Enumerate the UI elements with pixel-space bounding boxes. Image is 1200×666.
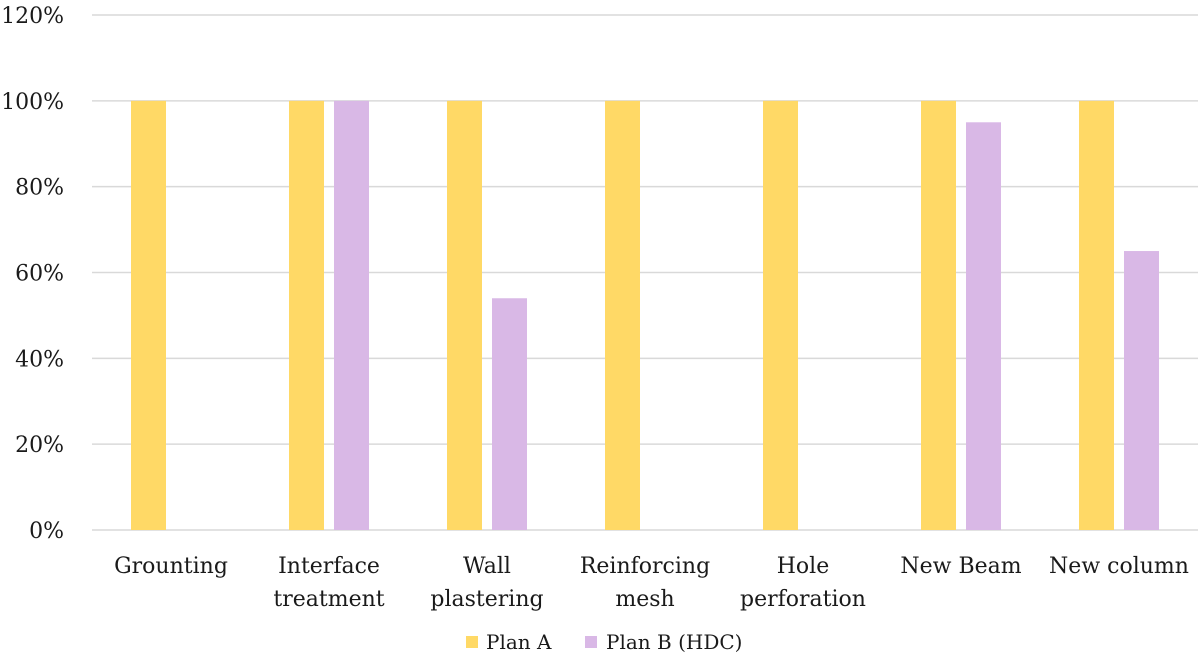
legend-swatch <box>466 636 478 648</box>
x-category-label: Hole perforation <box>740 554 866 612</box>
bar-plan-b <box>1124 251 1159 530</box>
x-category-label: Interface treatment <box>273 554 384 612</box>
bars <box>131 100 1159 531</box>
bar-plan-b <box>334 100 369 530</box>
legend: Plan A Plan B (HDC) <box>466 630 742 654</box>
x-category-label: Reinforcing mesh <box>580 554 710 612</box>
x-category-label: Grounting <box>114 554 228 579</box>
y-tick-label: 40% <box>15 347 64 372</box>
y-tick-label: 100% <box>1 90 64 115</box>
legend-label: Plan A <box>486 630 552 654</box>
x-category-label: New Beam <box>900 554 1021 579</box>
x-category-label: Wall plastering <box>430 554 543 612</box>
y-tick-label: 0% <box>29 519 64 544</box>
bar-plan-a <box>921 100 956 530</box>
bar-plan-a <box>763 100 798 530</box>
x-axis-labels: Grounting Interface treatment Wall plasterin… <box>114 554 1189 612</box>
bar-plan-b <box>966 122 1001 531</box>
bar-plan-a <box>605 100 640 530</box>
y-tick-label: 20% <box>15 433 64 458</box>
legend-label: Plan B (HDC) <box>606 630 742 654</box>
x-category-label: New column <box>1049 554 1189 579</box>
y-tick-label: 80% <box>15 176 64 201</box>
bar-plan-b <box>492 298 527 530</box>
gridlines <box>92 14 1198 531</box>
legend-swatch <box>585 636 597 648</box>
bar-plan-a <box>289 100 324 530</box>
y-axis-ticks: 0% 20% 40% 60% 80% 100% 120% <box>1 4 64 544</box>
bar-plan-a <box>131 100 166 530</box>
y-tick-label: 120% <box>1 4 64 29</box>
bar-plan-a <box>1079 100 1114 530</box>
bar-plan-a <box>447 100 482 530</box>
y-tick-label: 60% <box>15 262 64 287</box>
